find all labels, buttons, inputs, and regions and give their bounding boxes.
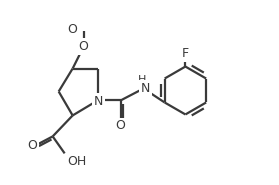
Text: N: N <box>141 82 150 95</box>
Text: N: N <box>94 95 103 108</box>
Text: F: F <box>182 47 189 60</box>
Text: OH: OH <box>67 155 86 168</box>
Text: O: O <box>79 40 88 53</box>
Text: H: H <box>138 75 147 85</box>
Text: O: O <box>68 23 78 36</box>
Text: O: O <box>116 119 126 132</box>
Text: O: O <box>27 139 37 152</box>
